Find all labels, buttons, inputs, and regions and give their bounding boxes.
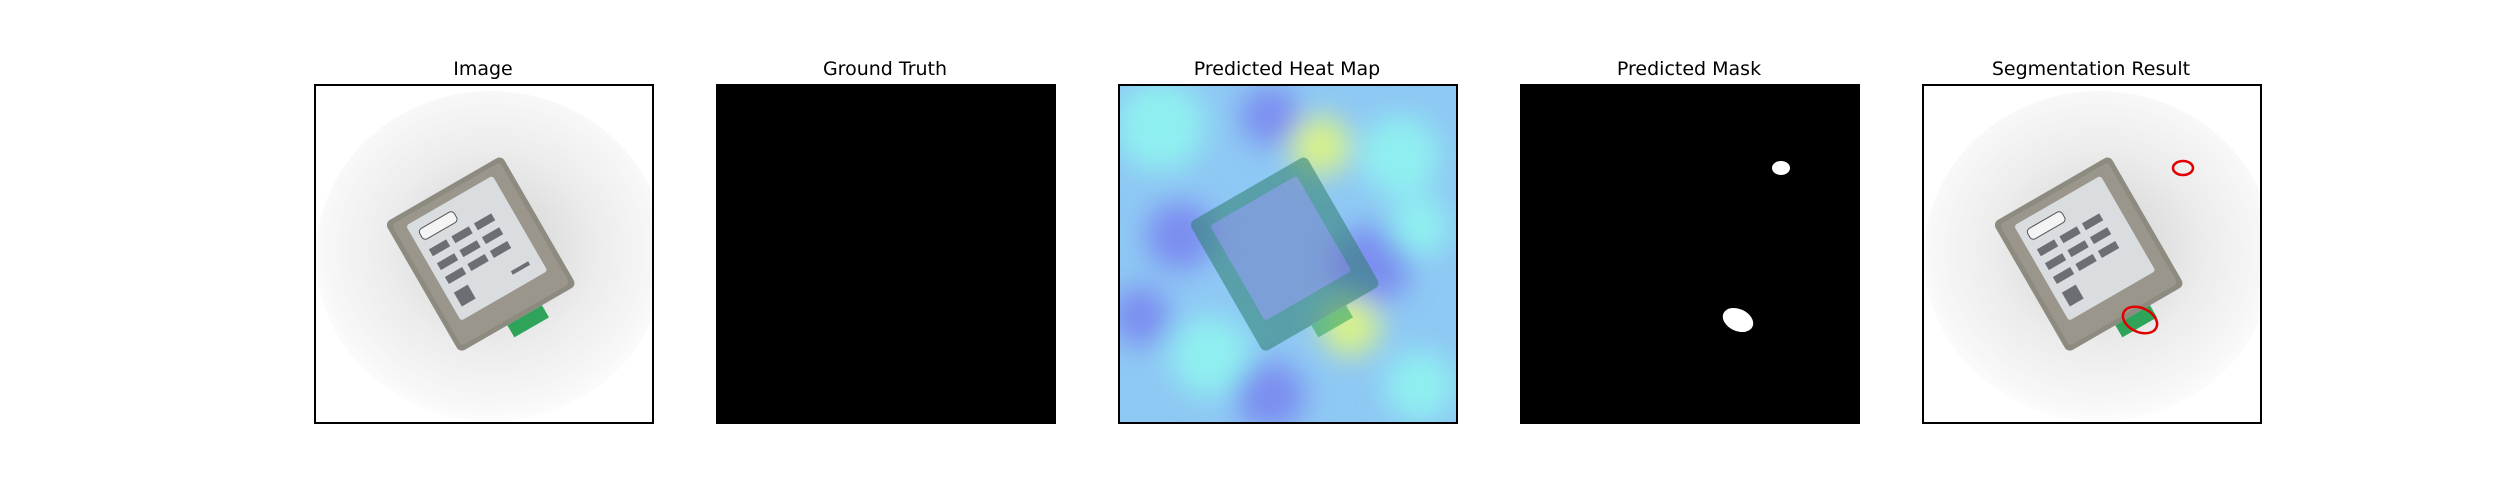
segmentation-result-panel [1922,84,2262,424]
panel-title-ground-truth: Ground Truth [822,58,948,80]
contour-upper [2171,159,2195,177]
predicted-mask-panel [1520,84,1860,424]
heat-map [1120,86,1456,422]
mask-blob-lower [1722,307,1754,333]
device-photo [316,86,652,422]
mask-blob-upper [1772,161,1790,175]
panel-title-heat-map: Predicted Heat Map [1193,58,1381,80]
image-panel [314,84,654,424]
panel-title-segmentation-result: Segmentation Result [1991,58,2191,80]
device-body [386,157,575,351]
heat-map-panel [1118,84,1458,424]
ground-truth-mask [718,86,1054,422]
panel-title-image: Image [453,58,513,80]
segmentation-overlay [1924,86,2260,422]
panel-title-predicted-mask: Predicted Mask [1616,58,1762,80]
connector [507,305,549,338]
ground-truth-panel [716,84,1056,424]
predicted-mask [1522,86,1858,422]
contour-lower [2121,305,2159,335]
